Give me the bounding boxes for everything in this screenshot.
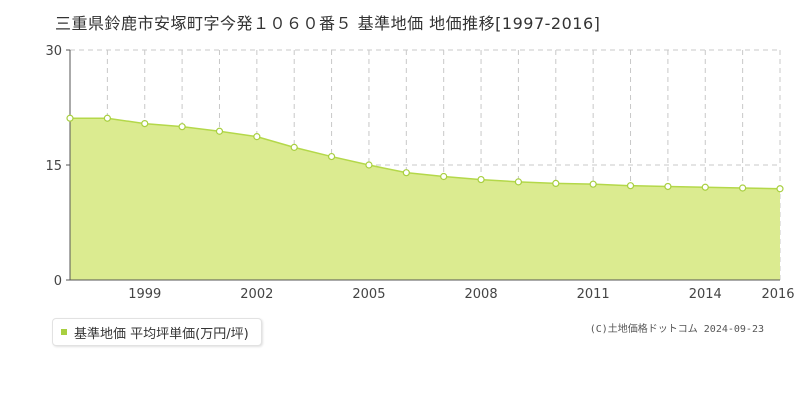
x-tick-label: 2016 — [761, 287, 794, 302]
x-tick-label: 1999 — [128, 287, 161, 302]
data-point — [178, 123, 186, 131]
marker-layer — [66, 114, 784, 193]
data-point — [215, 127, 224, 135]
data-point — [327, 152, 336, 161]
x-tick-label: 2002 — [240, 287, 273, 302]
data-point — [626, 182, 635, 190]
y-tick-label: 30 — [45, 44, 62, 59]
data-point — [739, 184, 747, 192]
legend-label: 基準地価 平均坪単価(万円/坪) — [74, 326, 249, 342]
axis-layer — [66, 49, 780, 281]
x-tick-label: 2008 — [465, 287, 498, 302]
legend: 基準地価 平均坪単価(万円/坪) — [52, 318, 262, 346]
series-area — [70, 118, 780, 280]
data-point — [701, 183, 709, 191]
copyright-text: (C)土地価格ドットコム 2024-09-23 — [589, 324, 764, 335]
legend-swatch-icon — [61, 329, 67, 335]
data-point — [552, 179, 560, 187]
data-point — [440, 172, 448, 181]
data-point — [477, 175, 485, 184]
tick-label-layer: 0 15 30 1999 2002 2005 2008 2011 2014 2016 — [45, 44, 794, 302]
data-point — [365, 161, 373, 169]
data-point — [776, 185, 784, 193]
data-point — [664, 182, 672, 191]
data-point — [141, 119, 149, 128]
data-point — [103, 114, 111, 122]
y-tick-label: 15 — [45, 159, 62, 174]
data-point — [402, 169, 410, 177]
chart-title: 三重県鈴鹿市安塚町字今発１０６０番５ 基準地価 地価推移[1997-2016] — [55, 14, 601, 33]
data-point — [514, 178, 523, 186]
data-point — [253, 133, 261, 141]
series-line — [70, 117, 781, 190]
x-tick-label: 2014 — [689, 287, 722, 302]
x-tick-label: 2011 — [577, 287, 610, 302]
x-tick-label: 2005 — [352, 287, 385, 302]
data-point — [290, 143, 298, 151]
data-point — [66, 114, 74, 122]
y-tick-label: 0 — [54, 274, 62, 289]
area-layer — [70, 117, 781, 280]
data-point — [589, 180, 597, 188]
